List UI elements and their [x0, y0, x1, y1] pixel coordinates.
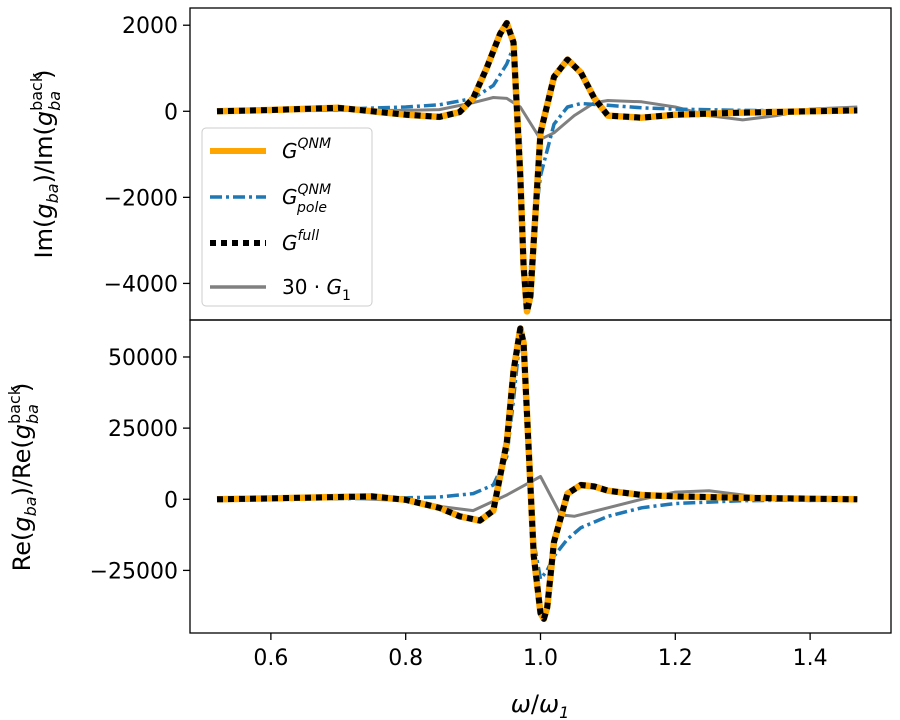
bottom-y-tick-label: −25000 [90, 559, 178, 584]
bottom-panel: 50000 25000 0 −25000 0.6 0.8 1.0 1.2 1.4 Re(gba… [5, 319, 892, 720]
bottom-axes-frame [189, 319, 892, 634]
legend-label-g-qnm: GQNM [282, 136, 331, 163]
x-tick-label: 0.8 [388, 646, 423, 671]
top-panel: 2000 0 −2000 −4000 GQNM GQNM pole Gfull 30 ·… [27, 7, 892, 321]
top-series-lines [216, 19, 858, 315]
x-tick-label: 1.4 [793, 646, 828, 671]
bottom-y-tick-label: 0 [164, 488, 178, 513]
bottom-y-axis-label: Re(gba)/Re(gbackba) [5, 383, 42, 572]
top-y-tick-label: 2000 [122, 14, 178, 39]
top-series-30-g-1 [216, 96, 858, 141]
legend: GQNM GQNM pole Gfull 30 · G1 [201, 127, 373, 307]
bottom-series-g-pole-qnm [216, 332, 858, 581]
x-tick-label: 1.0 [523, 646, 558, 671]
top-y-axis-label: Im(gba)/Im(gbackba) [27, 70, 64, 259]
x-axis-label: ω/ω1 [511, 690, 570, 720]
bottom-x-ticks: 0.6 0.8 1.0 1.2 1.4 [253, 633, 828, 671]
bottom-y-tick-label: 25000 [108, 417, 178, 442]
legend-label-g-pole-qnm: GQNM pole [282, 182, 331, 216]
legend-box [201, 127, 373, 307]
legend-label-30-g1: 30 · G1 [282, 275, 351, 304]
top-y-tick-label: −2000 [104, 186, 178, 211]
top-y-tick-label: 0 [164, 100, 178, 125]
legend-label-g-full: Gfull [282, 228, 319, 255]
bottom-series-g-qnm [216, 325, 858, 623]
bottom-y-ticks: 50000 25000 0 −25000 [90, 346, 190, 584]
bottom-series-lines [216, 325, 858, 623]
bottom-y-tick-label: 50000 [108, 346, 178, 371]
top-y-tick-label: −4000 [104, 272, 178, 297]
top-y-ticks: 2000 0 −2000 −4000 [104, 14, 190, 297]
bottom-series-g-full [216, 325, 858, 622]
x-tick-label: 0.6 [253, 646, 288, 671]
top-series-g-qnm [216, 19, 858, 315]
x-tick-label: 1.2 [658, 646, 693, 671]
